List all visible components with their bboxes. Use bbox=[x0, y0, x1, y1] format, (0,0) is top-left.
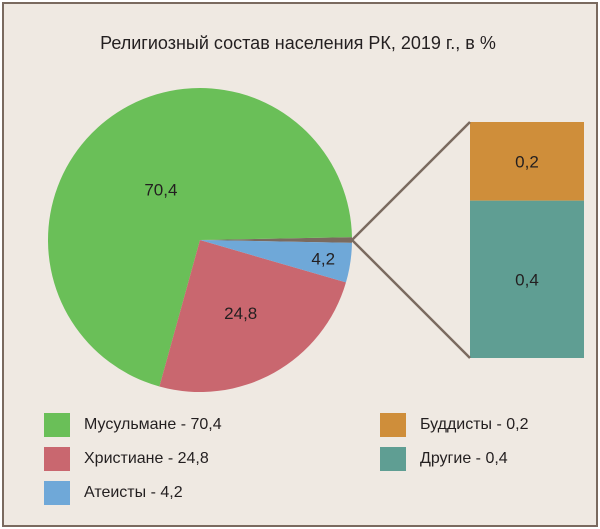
legend-label-others: Другие - 0,4 bbox=[420, 450, 508, 467]
legend-item-others: Другие - 0,4 bbox=[380, 447, 508, 471]
legend-swatch-others bbox=[380, 447, 406, 471]
pie-slice-muslims bbox=[47, 87, 352, 387]
legend-item-christians: Христиане - 24,8 bbox=[44, 447, 209, 471]
pie-slice-breakout bbox=[200, 237, 352, 243]
chart-title: Религиозный состав населения РК, 2019 г.… bbox=[100, 33, 496, 53]
legend-swatch-muslims bbox=[44, 413, 70, 437]
legend-swatch-christians bbox=[44, 447, 70, 471]
slice-label-muslims: 70,4 bbox=[144, 181, 177, 200]
connector-line-bottom bbox=[351, 239, 471, 359]
slice-label-christians: 24,8 bbox=[224, 304, 257, 323]
breakout-label-others: 0,4 bbox=[515, 270, 539, 289]
breakout-label-buddhists: 0,2 bbox=[515, 152, 539, 171]
connector-line-top bbox=[351, 121, 471, 241]
pie-chart: 70,4 24,8 4,2 0,2 0,4 bbox=[47, 87, 584, 392]
legend-label-atheists: Атеисты - 4,2 bbox=[84, 484, 183, 501]
pie-slice-atheists bbox=[200, 240, 352, 283]
breakout-bar-buddhists bbox=[470, 122, 584, 201]
slice-label-atheists: 4,2 bbox=[311, 250, 335, 269]
legend-swatch-atheists bbox=[44, 481, 70, 505]
legend-label-buddhists: Буддисты - 0,2 bbox=[420, 416, 529, 433]
legend-label-muslims: Мусульмане - 70,4 bbox=[84, 416, 222, 433]
legend-item-atheists: Атеисты - 4,2 bbox=[44, 481, 183, 505]
legend-item-muslims: Мусульмане - 70,4 bbox=[44, 413, 222, 437]
breakout-bar-others bbox=[470, 200, 584, 358]
pie-slice-christians bbox=[159, 240, 346, 392]
legend-item-buddhists: Буддисты - 0,2 bbox=[380, 413, 529, 437]
legend-swatch-buddhists bbox=[380, 413, 406, 437]
legend-label-christians: Христиане - 24,8 bbox=[84, 450, 209, 467]
